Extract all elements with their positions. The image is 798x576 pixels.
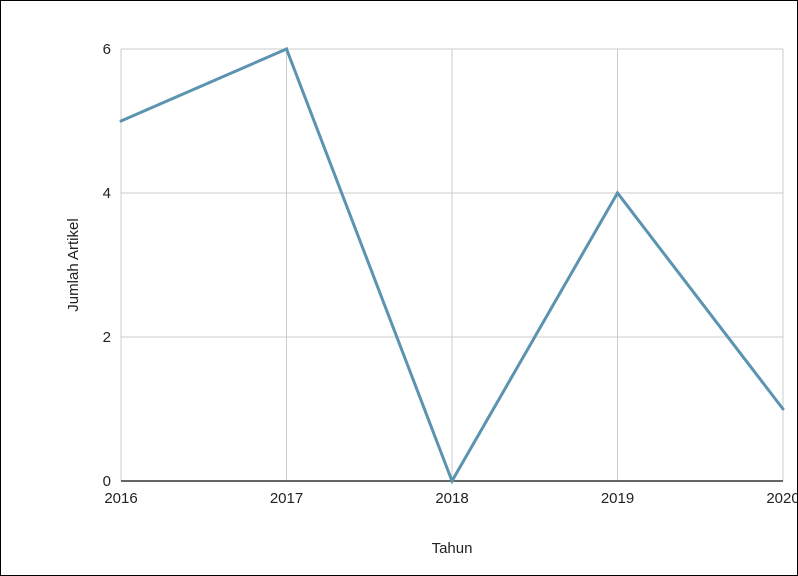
y-tick-label: 0 (103, 473, 111, 490)
y-tick-label: 6 (103, 41, 111, 58)
y-tick-label: 2 (103, 329, 111, 346)
grid-lines (120, 48, 784, 481)
data-point (285, 47, 288, 51)
x-tick-label: 2020 (766, 490, 797, 507)
series-layer (119, 46, 785, 485)
data-point (781, 407, 785, 411)
y-axis-title: Jumlah Artikel (65, 218, 82, 311)
data-point (450, 479, 454, 483)
x-tick-label: 2018 (435, 490, 468, 507)
y-tick-label: 4 (103, 185, 111, 202)
x-tick-label: 2017 (270, 490, 303, 507)
data-point (616, 191, 619, 195)
x-tick-label: 2019 (601, 490, 634, 507)
x-tick-label: 2016 (104, 490, 137, 507)
tick-labels: 0 2 4 6 2016 2017 2018 2019 2020 (103, 41, 797, 507)
data-point (119, 119, 123, 123)
x-axis-title: Tahun (432, 540, 473, 557)
